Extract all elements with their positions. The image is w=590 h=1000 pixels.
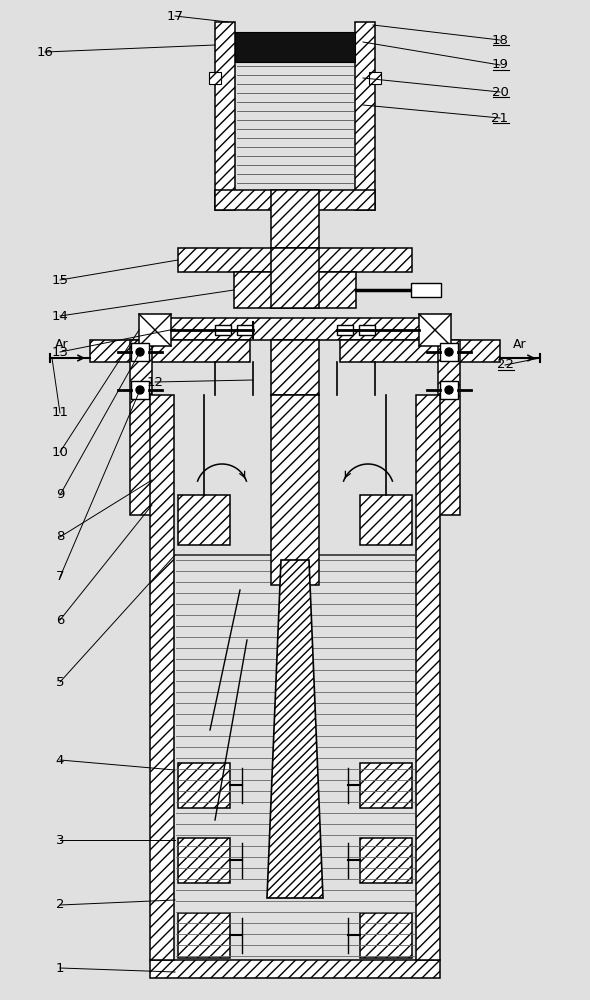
Bar xyxy=(209,72,221,84)
Bar xyxy=(271,190,319,248)
Text: 10: 10 xyxy=(51,446,68,458)
Bar xyxy=(360,495,412,545)
Text: 1: 1 xyxy=(55,962,64,974)
Bar xyxy=(150,960,440,978)
Circle shape xyxy=(445,348,453,356)
Bar xyxy=(140,318,450,340)
Text: Ar: Ar xyxy=(55,338,69,351)
Bar xyxy=(215,22,235,210)
Bar xyxy=(131,381,149,399)
Bar xyxy=(130,340,152,515)
Bar xyxy=(419,314,451,346)
Bar xyxy=(237,325,253,335)
Text: Ar: Ar xyxy=(513,338,527,351)
Text: 19: 19 xyxy=(491,58,509,72)
Bar xyxy=(178,495,230,545)
Bar xyxy=(360,913,412,958)
Circle shape xyxy=(445,386,453,394)
Bar xyxy=(178,913,230,958)
Bar xyxy=(355,22,375,210)
Text: 5: 5 xyxy=(55,676,64,688)
Bar xyxy=(271,395,319,585)
Bar xyxy=(359,325,375,335)
Bar xyxy=(234,272,356,308)
Polygon shape xyxy=(267,560,323,898)
Bar xyxy=(139,314,171,346)
Text: 22: 22 xyxy=(497,359,513,371)
Bar xyxy=(215,325,231,335)
Text: 4: 4 xyxy=(56,754,64,766)
Bar xyxy=(178,248,412,272)
Bar xyxy=(440,381,458,399)
Bar xyxy=(360,838,412,883)
Text: 20: 20 xyxy=(491,86,509,99)
Text: 2: 2 xyxy=(55,898,64,912)
Bar xyxy=(271,340,319,395)
Bar xyxy=(215,190,375,210)
Text: 6: 6 xyxy=(56,613,64,626)
Bar xyxy=(271,248,319,308)
Text: 15: 15 xyxy=(51,273,68,286)
Circle shape xyxy=(136,386,144,394)
Text: 14: 14 xyxy=(51,310,68,322)
Bar xyxy=(438,340,460,515)
Text: 17: 17 xyxy=(166,9,183,22)
Text: 3: 3 xyxy=(55,834,64,846)
Text: 8: 8 xyxy=(56,530,64,544)
Bar xyxy=(235,32,355,62)
Bar xyxy=(337,325,353,335)
Text: 12: 12 xyxy=(146,375,163,388)
Bar xyxy=(90,340,250,362)
Text: 11: 11 xyxy=(51,406,68,420)
Bar xyxy=(369,72,381,84)
Bar xyxy=(340,340,500,362)
Bar xyxy=(178,838,230,883)
Text: 9: 9 xyxy=(56,488,64,502)
Bar xyxy=(360,763,412,808)
Bar xyxy=(416,395,440,960)
Bar xyxy=(440,343,458,361)
Bar xyxy=(178,763,230,808)
Text: 7: 7 xyxy=(55,570,64,584)
Bar xyxy=(150,395,174,960)
Text: 13: 13 xyxy=(51,346,68,359)
Bar xyxy=(131,343,149,361)
Circle shape xyxy=(136,348,144,356)
Text: 21: 21 xyxy=(491,111,509,124)
Bar xyxy=(411,283,441,297)
Text: 16: 16 xyxy=(37,45,54,58)
Text: 18: 18 xyxy=(491,33,509,46)
